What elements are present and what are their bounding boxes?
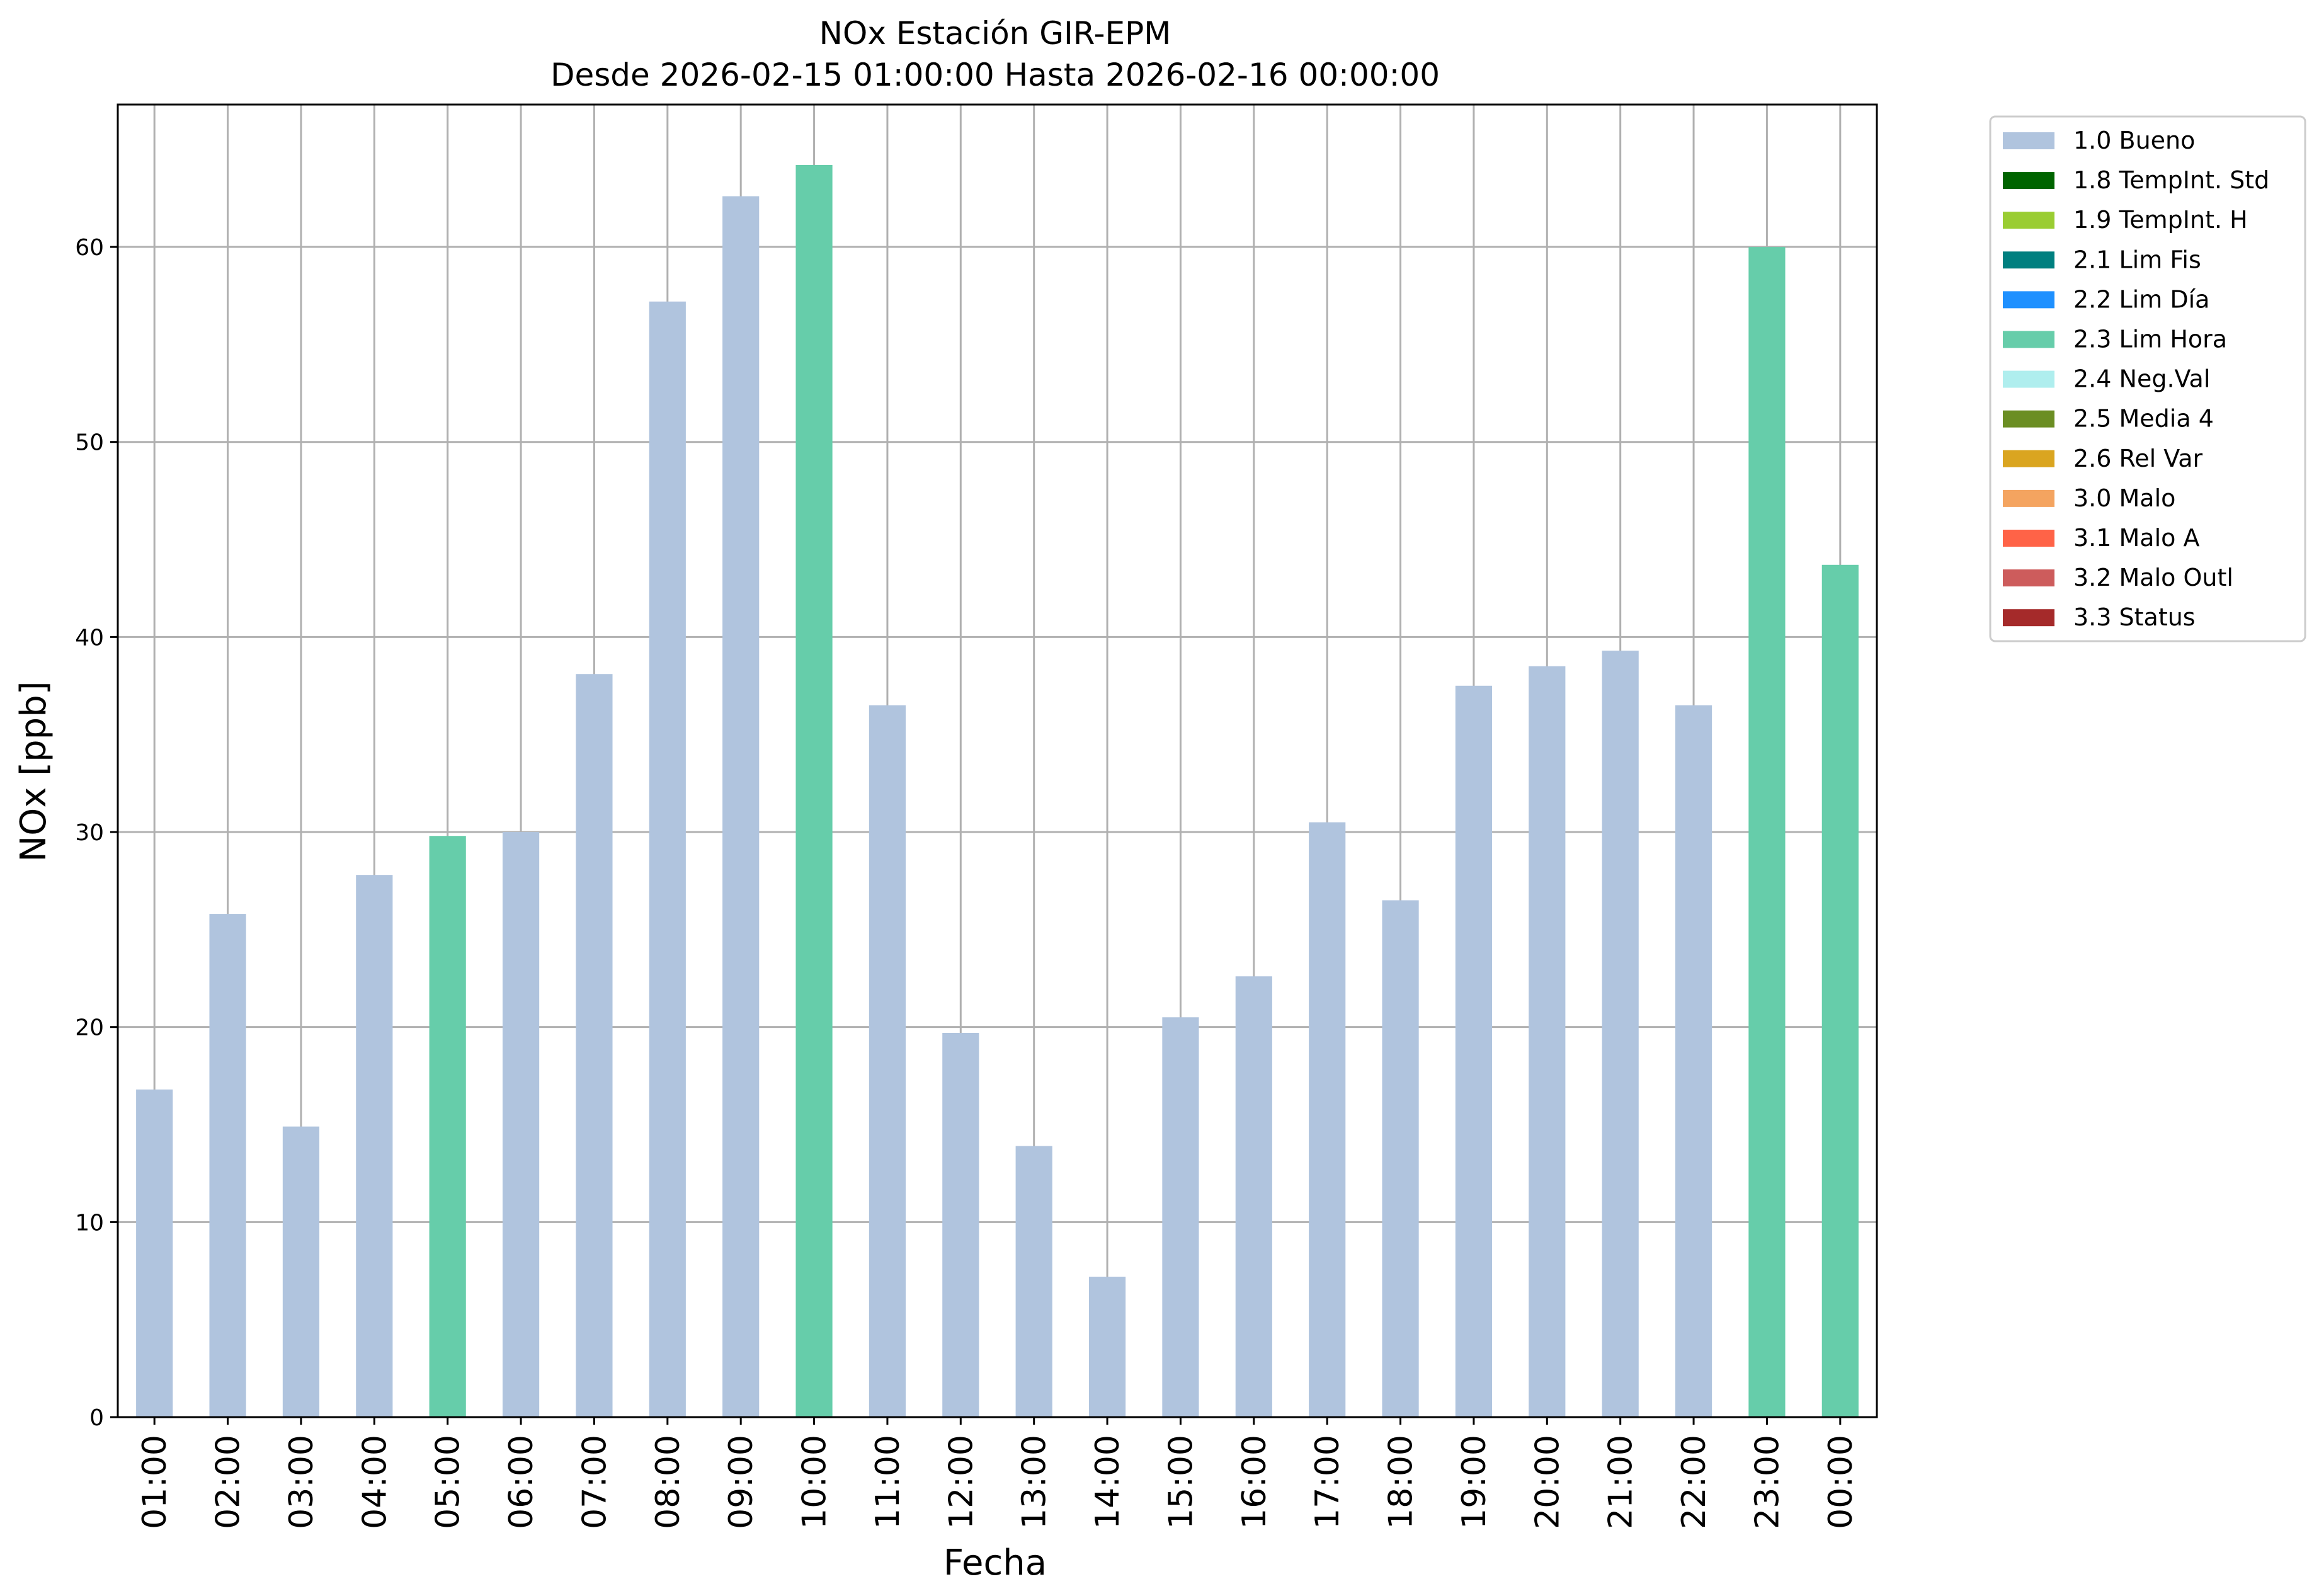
bar-1700 (1309, 822, 1346, 1417)
legend-swatch (2003, 569, 2054, 587)
x-tick-label: 19:00 (1456, 1435, 1493, 1529)
bar-1600 (1235, 976, 1272, 1417)
x-tick-label: 22:00 (1675, 1435, 1713, 1529)
x-tick-label: 21:00 (1602, 1435, 1640, 1529)
legend-swatch (2003, 331, 2054, 348)
x-tick-label: 04:00 (356, 1435, 394, 1529)
x-tick-label: 23:00 (1748, 1435, 1786, 1529)
bar-0000 (1821, 564, 1859, 1417)
x-tick-label: 10:00 (796, 1435, 834, 1529)
bar-1100 (869, 705, 906, 1417)
x-tick-label: 07:00 (576, 1435, 613, 1529)
x-tick-label: 11:00 (869, 1435, 907, 1529)
x-tick-label: 05:00 (430, 1435, 467, 1529)
bar-1300 (1015, 1146, 1052, 1417)
legend-label: 3.0 Malo (2073, 484, 2175, 512)
legend-label: 3.2 Malo Outl (2073, 564, 2233, 591)
legend-label: 2.4 Neg.Val (2073, 365, 2210, 393)
x-tick-label: 03:00 (283, 1435, 321, 1529)
legend-swatch (2003, 132, 2054, 149)
legend-swatch (2003, 370, 2054, 388)
legend-label: 2.5 Media 4 (2073, 405, 2214, 433)
bar-1200 (942, 1032, 979, 1417)
legend-swatch (2003, 489, 2054, 507)
legend: 1.0 Bueno 1.8 TempInt. Std 1.9 TempInt. H 2… (1989, 115, 2306, 642)
chart-subtitle: Desde 2026-02-15 01:00:00 Hasta 2026-02-… (550, 57, 1440, 93)
x-tick-label: 12:00 (942, 1435, 980, 1529)
x-tick-label: 14:00 (1089, 1435, 1127, 1529)
x-tick-label: 09:00 (722, 1435, 760, 1529)
legend-label: 1.0 Bueno (2073, 127, 2195, 154)
bar-0200 (209, 914, 246, 1417)
bar-1000 (795, 164, 833, 1418)
y-tick-label: 40 (75, 625, 104, 651)
legend-swatch (2003, 212, 2054, 229)
bar-1900 (1455, 685, 1493, 1417)
bar-0100 (136, 1089, 173, 1417)
bar-1500 (1162, 1017, 1199, 1417)
legend-swatch (2003, 251, 2054, 269)
y-tick-label: 30 (75, 820, 104, 846)
bar-2100 (1602, 651, 1639, 1417)
legend-label: 2.2 Lim Día (2073, 285, 2209, 313)
legend-label: 2.1 Lim Fis (2073, 246, 2201, 273)
bar-2300 (1748, 247, 1786, 1417)
chart-title: NOx Estación GIR-EPM (819, 15, 1171, 52)
bar-0900 (722, 196, 760, 1418)
legend-box (1989, 115, 2306, 642)
y-axis-label: NOx [ppb] (13, 681, 54, 862)
x-tick-label: 02:00 (210, 1435, 248, 1529)
legend-label: 2.6 Rel Var (2073, 445, 2203, 472)
legend-label: 3.1 Malo A (2073, 524, 2199, 552)
bar-0400 (356, 875, 393, 1417)
bars (136, 164, 1859, 1418)
y-tick-label: 10 (75, 1210, 104, 1236)
bar-2000 (1529, 666, 1566, 1417)
x-tick-label: 17:00 (1309, 1435, 1347, 1529)
x-tick-label: 00:00 (1822, 1435, 1860, 1529)
bar-0700 (576, 674, 613, 1417)
legend-swatch (2003, 172, 2054, 190)
x-tick-label: 16:00 (1236, 1435, 1273, 1529)
legend-label: 2.3 Lim Hora (2073, 326, 2227, 353)
legend-label: 3.3 Status (2073, 603, 2196, 631)
legend-swatch (2003, 450, 2054, 467)
x-tick-label: 08:00 (649, 1435, 687, 1529)
axes: 0 10 20 30 40 50 60 01:00 02:00 03:00 04:00 05:00 06… (75, 103, 1878, 1529)
bar-0500 (429, 836, 466, 1417)
legend-swatch (2003, 609, 2054, 627)
legend-swatch (2003, 410, 2054, 428)
x-tick-label: 18:00 (1382, 1435, 1420, 1529)
y-tick-label: 60 (75, 235, 104, 261)
bar-1800 (1382, 900, 1419, 1417)
legend-swatch (2003, 291, 2054, 309)
plot-frame (117, 103, 1878, 1418)
legend-label: 1.8 TempInt. Std (2073, 166, 2269, 194)
x-tick-label: 01:00 (136, 1435, 174, 1529)
x-tick-label: 15:00 (1162, 1435, 1200, 1529)
x-tick-label: 20:00 (1529, 1435, 1566, 1529)
legend-swatch (2003, 530, 2054, 547)
y-tick-label: 20 (75, 1015, 104, 1041)
bar-0600 (502, 832, 540, 1417)
x-axis-label: Fecha (943, 1542, 1047, 1583)
y-tick-label: 0 (89, 1405, 104, 1431)
bar-2200 (1675, 705, 1712, 1417)
legend-label: 1.9 TempInt. H (2073, 206, 2248, 234)
bar-0300 (282, 1126, 320, 1417)
bar-1400 (1088, 1277, 1126, 1417)
y-tick-label: 50 (75, 430, 104, 456)
x-tick-label: 13:00 (1016, 1435, 1054, 1529)
bar-0800 (649, 301, 686, 1417)
x-tick-label: 06:00 (503, 1435, 540, 1529)
